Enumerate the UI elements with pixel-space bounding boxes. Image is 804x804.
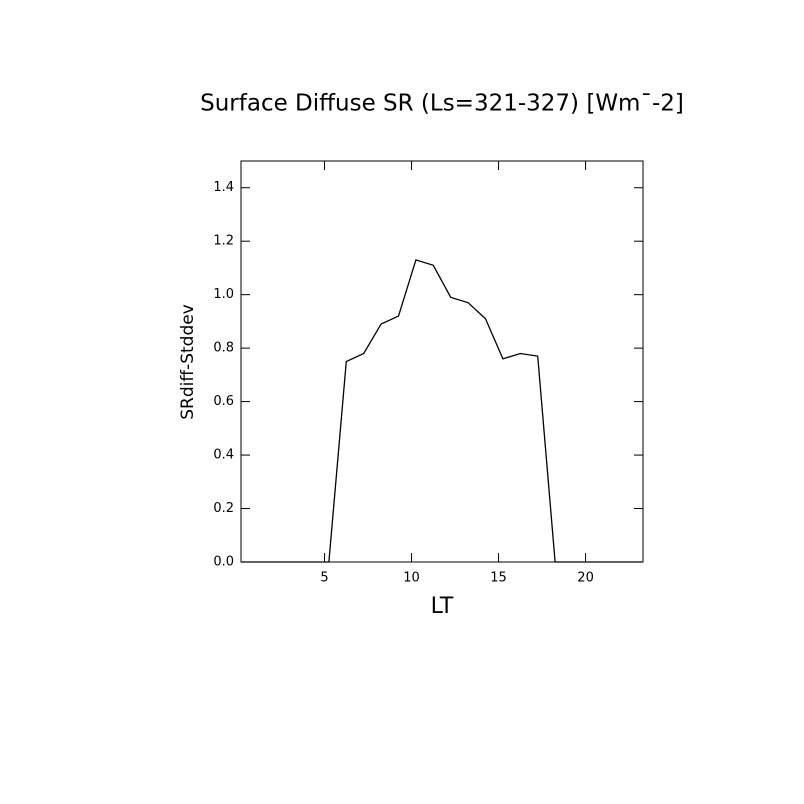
y-tick-label: 0.2 bbox=[213, 501, 234, 516]
x-tick-label: 15 bbox=[490, 571, 507, 586]
y-tick-label: 1.4 bbox=[213, 180, 234, 195]
chart-title: Surface Diffuse SR (Ls=321-327) [Wm¯-2] bbox=[200, 91, 684, 117]
x-tick-label: 10 bbox=[403, 571, 420, 586]
y-tick-label: 0.0 bbox=[213, 555, 234, 570]
y-tick-label: 0.8 bbox=[213, 341, 234, 356]
y-tick-label: 0.6 bbox=[213, 394, 234, 409]
plot-frame bbox=[240, 160, 644, 563]
y-tick-label: 1.2 bbox=[213, 234, 234, 249]
x-axis-label: LT bbox=[431, 594, 454, 619]
y-axis-label: SRdiff-Stddev bbox=[178, 304, 198, 420]
x-tick-label: 5 bbox=[320, 571, 328, 586]
data-line bbox=[241, 259, 643, 563]
x-tick-label: 20 bbox=[577, 571, 594, 586]
y-tick-label: 1.0 bbox=[213, 287, 234, 302]
y-tick-label: 0.4 bbox=[213, 448, 234, 463]
